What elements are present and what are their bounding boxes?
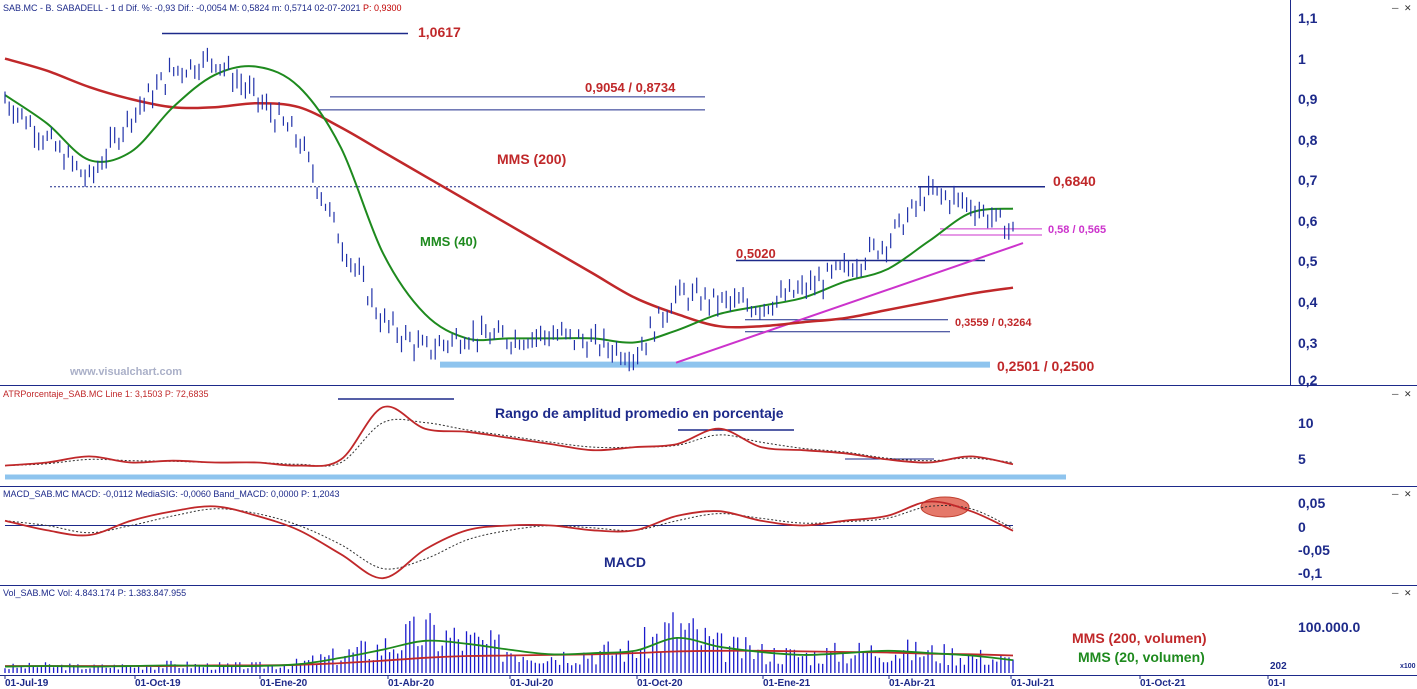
annotation-0355: 0,3559 / 0,3264 [955, 317, 1032, 329]
x-label: 01-Abr-20 [388, 678, 435, 689]
divider-macd [0, 486, 1417, 487]
price-header: SAB.MC - B. SABADELL - 1 d Dif. %: -0,93… [3, 3, 402, 13]
x-label: 01-Ene-20 [260, 678, 308, 689]
annotation-support: 0,2501 / 0,2500 [997, 358, 1095, 374]
price-panel-minimize-button[interactable]: ─ [1392, 3, 1399, 13]
price-tick: 0,3 [1298, 335, 1318, 351]
trend-line [675, 242, 1024, 364]
price-panel [0, 0, 1290, 385]
macd-signal-line [4, 504, 1014, 570]
volume-axis-corner: x100 [1400, 663, 1416, 670]
volume-tick: 100.000.0 [1298, 619, 1361, 635]
volume-panel-close-button[interactable]: ✕ [1404, 588, 1412, 598]
annotation-0684: 0,6840 [1053, 173, 1096, 189]
volume-panel-minimize-button[interactable]: ─ [1392, 588, 1399, 598]
min-value: m: 0,5714 [271, 3, 312, 13]
mms40-line [4, 65, 1014, 344]
macd-panel-close-button[interactable]: ✕ [1404, 489, 1412, 499]
atr-tick: 5 [1298, 451, 1306, 467]
divider-volume [0, 585, 1417, 586]
price-tick: 1 [1298, 51, 1306, 67]
price-value: P: 0,9300 [362, 3, 402, 13]
price-tick: 0,8 [1298, 132, 1318, 148]
price-tick: 1,1 [1298, 10, 1318, 26]
symbol-label: SAB.MC - B. SABADELL - 1 d [3, 3, 124, 13]
price-tick: 0,2 [1298, 372, 1318, 388]
watermark: www.visualchart.com [70, 366, 183, 378]
dif-value: Dif.: -0,0054 [177, 3, 227, 13]
macd-tick: 0,05 [1298, 495, 1326, 511]
price-bars [4, 47, 1014, 372]
x-label: 01-Oct-19 [135, 678, 181, 689]
price-axis [1290, 0, 1417, 385]
macd-panel-minimize-button[interactable]: ─ [1392, 489, 1399, 499]
volume-mms200-line [4, 649, 1014, 667]
macd-line [4, 500, 1014, 580]
volume-axis-small: 202 [1270, 661, 1287, 672]
annotation-mms200: MMS (200) [497, 151, 567, 167]
volume-mms20-line [4, 636, 1014, 668]
macd-tick: 0 [1298, 519, 1306, 535]
annotation-mms40: MMS (40) [420, 234, 478, 249]
atr-line [4, 405, 1014, 467]
volume-bars [4, 612, 1014, 673]
legend-mms20-volume: MMS (20, volumen) [1078, 649, 1205, 665]
macd-header: MACD_SAB.MC MACD: -0,0112 MediaSIG: -0,0… [3, 489, 340, 499]
volume-header: Vol_SAB.MC Vol: 4.843.174 P: 1.383.847.9… [3, 588, 187, 598]
legend-mms200-volume: MMS (200, volumen) [1072, 630, 1207, 646]
price-tick: 0,7 [1298, 172, 1318, 188]
price-tick: 0,5 [1298, 253, 1318, 269]
price-tick: 0,4 [1298, 294, 1318, 310]
price-tick: 0,9 [1298, 91, 1318, 107]
annotation-0502: 0,5020 [736, 246, 776, 261]
price-panel-close-button[interactable]: ✕ [1404, 3, 1412, 13]
annotation-resist1: 0,9054 / 0,8734 [585, 80, 676, 95]
atr-title: Rango de amplitud promedio en porcentaje [495, 405, 784, 421]
macd-tick: -0,05 [1298, 542, 1330, 558]
x-label: 01-Oct-20 [637, 678, 683, 689]
macd-title: MACD [604, 554, 646, 570]
dif-pct: Dif. %: -0,93 [125, 3, 176, 13]
atr-header: ATRPorcentaje_SAB.MC Line 1: 3,1503 P: 7… [3, 389, 209, 399]
divider-xaxis [0, 675, 1417, 676]
x-label: 01-Jul-20 [510, 678, 554, 689]
price-tick: 0,6 [1298, 213, 1318, 229]
x-label: 01-Oct-21 [1140, 678, 1186, 689]
mms200-line [4, 57, 1014, 329]
divider-atr [0, 385, 1417, 386]
x-label: 01-Ene-21 [763, 678, 811, 689]
atr-tick: 10 [1298, 415, 1314, 431]
annotation-high: 1,0617 [418, 24, 461, 40]
macd-tick: -0,1 [1298, 565, 1323, 581]
annotation-058: 0,58 / 0,565 [1048, 224, 1107, 236]
max-value: M: 0,5824 [229, 3, 270, 13]
x-label: 01-I [1268, 678, 1286, 689]
x-label: 01-Jul-21 [1011, 678, 1055, 689]
x-label: 01-Jul-19 [5, 678, 49, 689]
atr-panel-close-button[interactable]: ✕ [1404, 389, 1412, 399]
atr-panel-minimize-button[interactable]: ─ [1392, 389, 1399, 399]
x-label: 01-Abr-21 [889, 678, 936, 689]
date-value: 02-07-2021 [314, 3, 361, 13]
